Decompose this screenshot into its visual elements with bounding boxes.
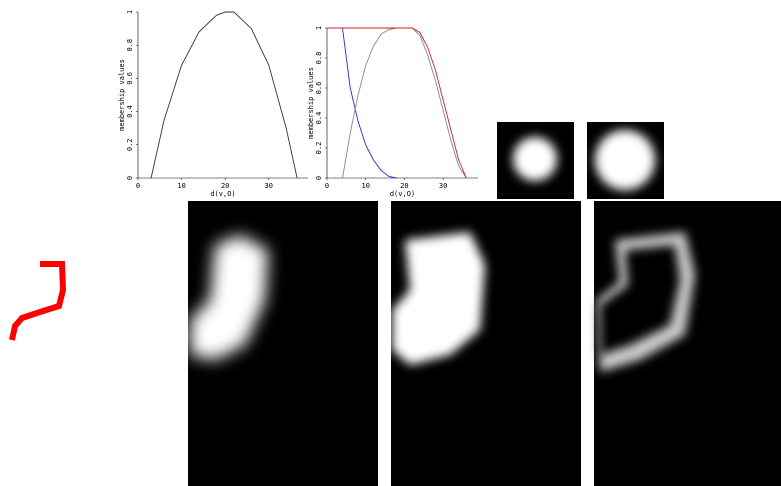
kernel-blob bbox=[513, 137, 557, 181]
x-tick-label: 0 bbox=[136, 182, 140, 190]
x-tick-label: 0 bbox=[325, 182, 329, 190]
x-tick-label: 10 bbox=[177, 182, 185, 190]
x-axis-label: d(v,O) bbox=[210, 190, 235, 198]
y-tick-label: 0 bbox=[126, 176, 134, 180]
y-axis-label: membership values bbox=[118, 59, 126, 131]
x-axis-label: d(v,O) bbox=[390, 190, 415, 198]
y-tick-label: 1 bbox=[315, 26, 323, 30]
x-tick-label: 10 bbox=[361, 182, 369, 190]
y-tick-label: 0.6 bbox=[315, 82, 323, 95]
series-line bbox=[327, 28, 466, 178]
y-tick-label: 0 bbox=[315, 176, 323, 180]
y-tick-label: 1 bbox=[126, 10, 134, 14]
y-tick-label: 0.4 bbox=[315, 112, 323, 125]
y-tick-label: 0.4 bbox=[126, 105, 134, 118]
figure: 010203000.20.40.60.81d(v,O)membership va… bbox=[0, 0, 781, 486]
series-line bbox=[327, 28, 397, 178]
y-axis-label: membership values bbox=[307, 67, 315, 139]
series-line bbox=[342, 28, 466, 178]
kernel-blob bbox=[595, 130, 655, 190]
y-tick-label: 0.8 bbox=[315, 52, 323, 65]
y-tick-label: 0.2 bbox=[315, 142, 323, 155]
figure-canvas: 010203000.20.40.60.81d(v,O)membership va… bbox=[0, 0, 781, 486]
x-tick-label: 30 bbox=[439, 182, 447, 190]
series-line bbox=[151, 12, 297, 178]
y-tick-label: 0.6 bbox=[126, 72, 134, 85]
y-tick-label: 0.8 bbox=[126, 39, 134, 52]
x-tick-label: 30 bbox=[265, 182, 273, 190]
x-tick-label: 20 bbox=[221, 182, 229, 190]
x-tick-label: 20 bbox=[400, 182, 408, 190]
red-stroke bbox=[12, 264, 63, 340]
y-tick-label: 0.2 bbox=[126, 138, 134, 151]
